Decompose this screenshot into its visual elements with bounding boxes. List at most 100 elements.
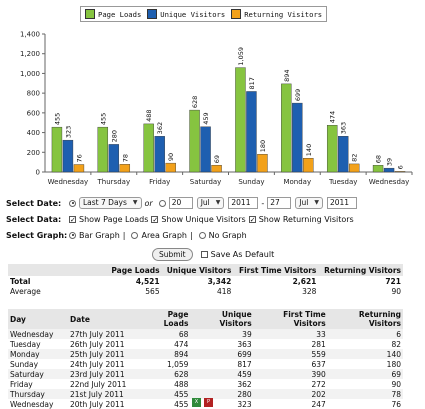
table-cell: 323 — [237, 399, 252, 409]
column-header: Page Loads — [107, 264, 162, 276]
chevron-down-icon: ▼ — [314, 199, 319, 206]
table-row: Wednesday 20th July 2011 455 323 247 76 — [8, 399, 403, 409]
table-cell: Wednesday — [8, 329, 68, 339]
table-cell: 628 — [142, 369, 191, 379]
table-cell: 280 — [190, 389, 254, 399]
data-label: 280 — [110, 130, 118, 142]
column-header: Date — [68, 309, 142, 329]
data-label: 82 — [351, 154, 359, 162]
bar-unique-visitors — [292, 102, 303, 173]
x-tick-label: Thursday — [97, 178, 131, 186]
from-year-input[interactable]: 2011 — [228, 197, 259, 209]
chevron-down-icon: ▼ — [215, 199, 221, 206]
range-select[interactable]: Last 7 Days ▼ — [79, 197, 142, 209]
data-label: 488 — [145, 109, 153, 121]
table-cell: Saturday — [8, 369, 68, 379]
summary-average-row: Average 565 418 328 90 — [8, 286, 403, 296]
pdf-export-icon[interactable]: P — [204, 398, 213, 407]
from-day-input[interactable]: 20 — [168, 197, 193, 209]
y-tick-label: 200 — [27, 149, 40, 157]
from-month-select[interactable]: Jul ▼ — [196, 197, 225, 209]
x-tick-label: Tuesday — [328, 178, 357, 186]
y-tick-label: 1,200 — [20, 50, 40, 58]
returning-visitors-checkbox[interactable]: ✓ — [248, 215, 256, 224]
bar-returning-visitors — [211, 164, 222, 173]
submit-button[interactable]: Submit — [152, 248, 193, 261]
y-tick-label: 0 — [36, 169, 40, 177]
y-tick-label: 1,000 — [20, 70, 40, 78]
data-label: 76 — [75, 154, 83, 162]
bar-unique-visitors — [337, 136, 349, 173]
y-tick-label: 1,400 — [20, 31, 40, 39]
table-cell: Average — [10, 286, 41, 296]
data-label: 459 — [202, 112, 210, 124]
no-graph-radio[interactable] — [198, 231, 206, 239]
legend-item-unique-visitors: Unique Visitors — [147, 9, 225, 19]
summary-table: Page Loads Unique Visitors First Time Vi… — [8, 264, 403, 296]
data-label: 817 — [248, 77, 256, 89]
x-tick-label: Wednesday — [369, 178, 410, 186]
select-data-row: Select Data: ✓ Show Page Loads ✓ Show Un… — [6, 211, 421, 227]
bar-unique-visitors — [62, 139, 74, 173]
bar-unique-visitors — [108, 144, 120, 173]
unique-visitors-checkbox[interactable]: ✓ — [151, 215, 159, 224]
column-header: Page Loads — [142, 309, 191, 329]
table-row: Tuesday 26th July 2011 474 363 281 82 — [8, 339, 403, 349]
bar-returning-visitors — [394, 171, 406, 173]
to-day-input[interactable]: 27 — [267, 197, 292, 209]
table-cell: 363 — [237, 339, 252, 349]
bar-unique-visitors — [383, 167, 395, 173]
table-cell: Sunday — [10, 359, 39, 369]
bar-returning-visitors — [119, 164, 131, 173]
save-default-checkbox[interactable] — [200, 251, 208, 258]
table-cell: 202 — [253, 389, 328, 399]
column-header: Day — [8, 309, 68, 329]
excel-export-icon[interactable]: X — [192, 398, 201, 407]
bar-page-loads — [97, 126, 109, 173]
table-cell: 817 — [237, 359, 252, 369]
chart-legend: Page Loads Unique Visitors Returning Vis… — [80, 6, 328, 22]
daily-stats-table: Day Date Page Loads Unique Visitors Firs… — [8, 309, 403, 409]
table-cell: 82 — [391, 339, 401, 349]
range-select-value: Last 7 Days — [83, 198, 127, 207]
bar-returning-visitors — [348, 163, 360, 173]
table-cell: 76 — [391, 399, 401, 409]
bar-page-loads — [189, 109, 200, 173]
table-cell: 180 — [386, 359, 401, 369]
legend-label: Unique Visitors — [160, 9, 226, 19]
data-label: 90 — [167, 153, 175, 161]
table-cell: 39 — [190, 329, 254, 339]
select-data-label: Select Data: — [6, 214, 62, 224]
bar-page-loads — [143, 123, 154, 173]
data-label: 1,059 — [237, 47, 245, 66]
data-label: 699 — [294, 89, 302, 101]
or-label: or — [144, 198, 153, 208]
column-header: Returning Visitors — [318, 264, 403, 276]
preset-range-radio[interactable] — [69, 199, 76, 207]
bar-page-loads — [281, 83, 292, 173]
to-year-input[interactable]: 2011 — [326, 197, 357, 209]
custom-range-radio[interactable] — [158, 199, 166, 207]
table-cell: 455 — [174, 399, 189, 409]
daily-header-row: Day Date Page Loads Unique Visitors Firs… — [8, 309, 403, 329]
bar-returning-visitors — [73, 164, 85, 173]
to-month-select[interactable]: Jul ▼ — [295, 197, 323, 209]
divider: | — [122, 230, 126, 240]
table-cell: 4,521 — [135, 276, 160, 286]
x-tick-label: Sunday — [238, 178, 264, 186]
legend-swatch-page-loads — [85, 9, 95, 19]
data-label: 894 — [283, 69, 291, 81]
table-cell: 637 — [311, 359, 326, 369]
table-cell: 390 — [253, 369, 328, 379]
table-cell: 69 — [327, 369, 403, 379]
area-graph-radio[interactable] — [131, 231, 139, 239]
select-graph-row: Select Graph: Bar Graph | Area Graph | N… — [6, 227, 421, 243]
x-tick-label: Monday — [283, 178, 311, 186]
data-label: 363 — [340, 122, 348, 134]
column-header: Returning Visitors — [327, 309, 403, 329]
data-label: 78 — [121, 154, 129, 162]
page-loads-checkbox[interactable]: ✓ — [69, 215, 76, 224]
data-label: 455 — [99, 113, 107, 125]
bar-graph-radio[interactable] — [69, 231, 76, 239]
unique-visitors-checkbox-label: Show Unique Visitors — [161, 214, 246, 224]
